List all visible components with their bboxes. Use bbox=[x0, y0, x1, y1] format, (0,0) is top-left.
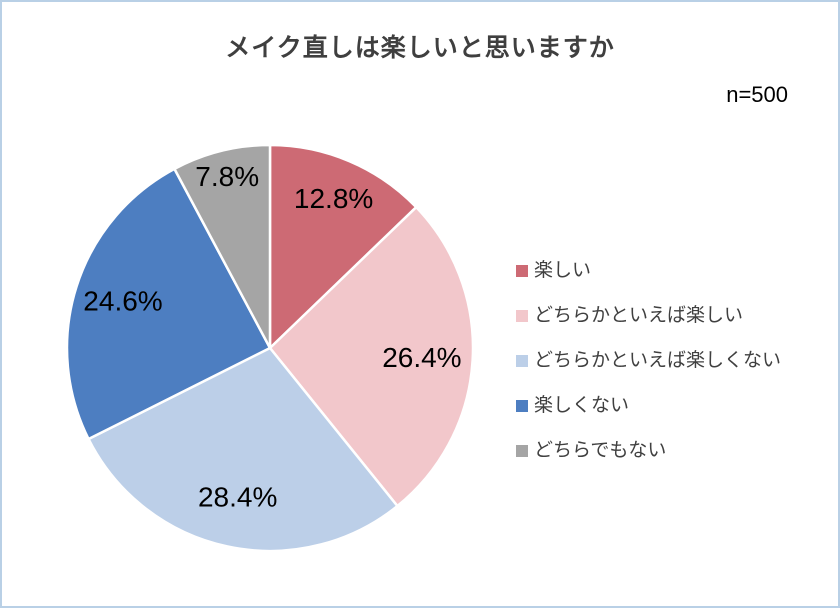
legend-item-1: どちらかといえば楽しい bbox=[516, 303, 781, 329]
pie-slice-1 bbox=[268, 205, 475, 508]
pie-slice-0 bbox=[268, 143, 418, 350]
legend-item-2: どちらかといえば楽しくない bbox=[516, 348, 781, 374]
legend-label: どちらでもない bbox=[534, 440, 667, 461]
legend-label: どちらかといえば楽しくない bbox=[534, 350, 782, 371]
legend-label: 楽しくない bbox=[534, 395, 630, 416]
legend: 楽しいどちらかといえば楽しいどちらかといえば楽しくない 楽しくないどちらでもない bbox=[516, 258, 781, 464]
legend-swatch-icon bbox=[516, 400, 528, 412]
legend-swatch-icon bbox=[516, 445, 528, 457]
pie-slice-3 bbox=[65, 167, 272, 441]
pie-data-label-4: 7.8% bbox=[195, 161, 259, 192]
legend-swatch-icon bbox=[516, 355, 528, 367]
pie-data-label-3: 24.6% bbox=[83, 286, 162, 317]
pie-data-label-0: 12.8% bbox=[294, 183, 373, 214]
legend-item-0: 楽しい bbox=[516, 258, 781, 284]
chart-title: メイク直しは楽しいと思いますか bbox=[225, 34, 615, 62]
legend-label: 楽しい bbox=[534, 260, 592, 281]
legend-item-3: 楽しくない bbox=[516, 393, 781, 419]
pie-slice-4 bbox=[173, 143, 272, 350]
legend-label: どちらかといえば楽しい bbox=[534, 305, 744, 326]
legend-item-4: どちらでもない bbox=[516, 438, 781, 464]
legend-swatch-icon bbox=[516, 310, 528, 322]
pie-data-label-1: 26.4% bbox=[382, 342, 461, 373]
legend-swatch-icon bbox=[516, 265, 528, 277]
pie-slice-2 bbox=[87, 346, 399, 553]
sample-size-label: n=500 bbox=[726, 82, 788, 107]
pie-data-label-2: 28.4% bbox=[198, 481, 277, 512]
